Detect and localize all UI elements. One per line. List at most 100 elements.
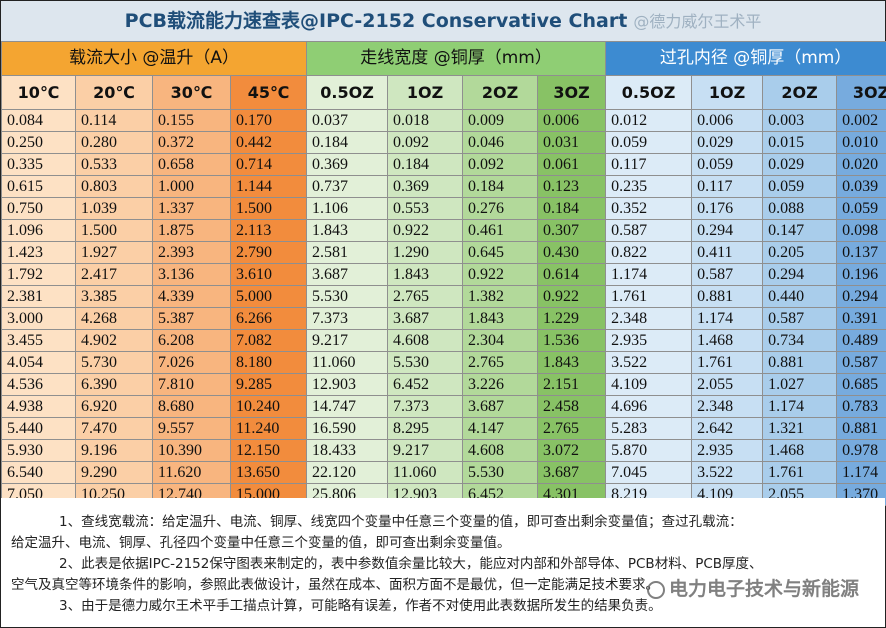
table-cell: 0.685 bbox=[836, 373, 886, 396]
note-line: 3、由于是德力威尔王术平手工描点计算，可能略有误差，作者不对使用此表数据所发生的… bbox=[59, 598, 662, 614]
table-row: 3.455 4.902 6.208 7.082 9.217 4.608 2.304 1.536… bbox=[1, 329, 886, 352]
table-cell: 1.174 bbox=[691, 307, 764, 330]
table-cell: 0.553 bbox=[387, 197, 464, 220]
table-cell: 5.000 bbox=[229, 285, 308, 308]
table-cell: 1.106 bbox=[306, 197, 389, 220]
wechat-logo-icon bbox=[646, 580, 665, 599]
table-cell: 0.155 bbox=[152, 109, 231, 132]
table-cell: 11.240 bbox=[229, 417, 308, 440]
current-capacity-table: 载流大小 @温升（A） 走线宽度 @铜厚（mm） 过孔内径 @铜厚（mm） 10… bbox=[0, 41, 886, 506]
table-row: 1.423 1.927 2.393 2.790 2.581 1.290 0.645 0.430… bbox=[1, 241, 886, 264]
table-cell: 7.045 bbox=[605, 461, 693, 484]
table-cell: 0.170 bbox=[229, 109, 308, 132]
column-header: 2OZ bbox=[462, 75, 539, 110]
table-cell: 3.687 bbox=[537, 461, 607, 484]
table-cell: 9.285 bbox=[229, 373, 308, 396]
table-cell: 2.935 bbox=[605, 329, 693, 352]
table-row: 1.096 1.500 1.875 2.113 1.843 0.922 0.461 0.307… bbox=[1, 219, 886, 242]
table-cell: 0.117 bbox=[605, 153, 693, 176]
table-cell: 2.393 bbox=[152, 241, 231, 264]
table-cell: 0.587 bbox=[762, 307, 838, 330]
table-cell: 0.117 bbox=[691, 175, 764, 198]
table-cell: 6.920 bbox=[75, 395, 153, 418]
table-cell: 2.113 bbox=[229, 219, 308, 242]
table-cell: 7.373 bbox=[387, 395, 464, 418]
table-cell: 1.468 bbox=[762, 439, 838, 462]
table-cell: 0.147 bbox=[762, 219, 838, 242]
table-cell: 4.339 bbox=[152, 285, 231, 308]
table-cell: 1.761 bbox=[605, 285, 693, 308]
table-cell: 5.440 bbox=[1, 417, 76, 440]
table-cell: 1.000 bbox=[152, 175, 231, 198]
table-row: 0.084 0.114 0.155 0.170 0.037 0.018 0.009 0.006… bbox=[1, 109, 886, 132]
table-cell: 9.557 bbox=[152, 417, 231, 440]
table-cell: 1.039 bbox=[75, 197, 153, 220]
table-cell: 1.229 bbox=[537, 307, 607, 330]
table-cell: 6.390 bbox=[75, 373, 153, 396]
table-cell: 0.235 bbox=[605, 175, 693, 198]
table-cell: 2.790 bbox=[229, 241, 308, 264]
column-header: 30℃ bbox=[152, 75, 231, 110]
column-header-row: 10℃ 20℃ 30℃ 45℃ 0.5OZ 1OZ 2OZ 3OZ 0.5OZ 1OZ 2OZ 3OZ bbox=[1, 75, 886, 110]
table-cell: 0.276 bbox=[462, 197, 539, 220]
table-cell: 0.803 bbox=[75, 175, 153, 198]
table-cell: 0.084 bbox=[1, 109, 76, 132]
table-cell: 0.002 bbox=[836, 109, 886, 132]
table-cell: 2.304 bbox=[462, 329, 539, 352]
table-row: 5.930 9.196 10.390 12.150 18.433 9.217 4.608 3.… bbox=[1, 439, 886, 462]
table-cell: 4.902 bbox=[75, 329, 153, 352]
table-cell: 2.765 bbox=[537, 417, 607, 440]
table-cell: 0.750 bbox=[1, 197, 76, 220]
table-cell: 1.096 bbox=[1, 219, 76, 242]
table-cell: 5.930 bbox=[1, 439, 76, 462]
table-cell: 6.452 bbox=[387, 373, 464, 396]
table-cell: 13.650 bbox=[229, 461, 308, 484]
table-cell: 5.530 bbox=[387, 351, 464, 374]
table-cell: 0.006 bbox=[537, 109, 607, 132]
table-cell: 1.321 bbox=[762, 417, 838, 440]
table-cell: 2.458 bbox=[537, 395, 607, 418]
note-line: 1、查线宽载流：给定温升、电流、铜厚、线宽四个变量中任意三个变量的值，即可查出剩… bbox=[59, 514, 743, 530]
table-cell: 5.283 bbox=[605, 417, 693, 440]
table-cell: 0.645 bbox=[462, 241, 539, 264]
table-cell: 1.174 bbox=[836, 461, 886, 484]
table-cell: 1.423 bbox=[1, 241, 76, 264]
table-cell: 3.136 bbox=[152, 263, 231, 286]
table-cell: 0.009 bbox=[462, 109, 539, 132]
table-cell: 0.737 bbox=[306, 175, 389, 198]
table-cell: 10.390 bbox=[152, 439, 231, 462]
group-header-row: 载流大小 @温升（A） 走线宽度 @铜厚（mm） 过孔内径 @铜厚（mm） bbox=[0, 41, 886, 76]
table-cell: 0.369 bbox=[306, 153, 389, 176]
table-cell: 1.843 bbox=[462, 307, 539, 330]
table-cell: 0.430 bbox=[537, 241, 607, 264]
table-cell: 0.881 bbox=[762, 351, 838, 374]
table-cell: 0.092 bbox=[387, 131, 464, 154]
table-cell: 0.015 bbox=[762, 131, 838, 154]
table-row: 0.250 0.280 0.372 0.442 0.184 0.092 0.046 0.031… bbox=[1, 131, 886, 154]
table-cell: 2.381 bbox=[1, 285, 76, 308]
table-cell: 0.059 bbox=[762, 175, 838, 198]
table-cell: 22.120 bbox=[306, 461, 389, 484]
column-header: 2OZ bbox=[762, 75, 838, 110]
table-cell: 6.208 bbox=[152, 329, 231, 352]
table-cell: 0.184 bbox=[537, 197, 607, 220]
table-cell: 12.150 bbox=[229, 439, 308, 462]
group-header-trace-width: 走线宽度 @铜厚（mm） bbox=[306, 41, 607, 76]
table-cell: 0.039 bbox=[836, 175, 886, 198]
table-cell: 9.196 bbox=[75, 439, 153, 462]
table-cell: 0.012 bbox=[605, 109, 693, 132]
table-cell: 12.903 bbox=[306, 373, 389, 396]
table-cell: 3.072 bbox=[537, 439, 607, 462]
table-cell: 7.373 bbox=[306, 307, 389, 330]
column-header: 10℃ bbox=[1, 75, 76, 110]
table-cell: 0.978 bbox=[836, 439, 886, 462]
table-cell: 2.642 bbox=[691, 417, 764, 440]
table-cell: 2.935 bbox=[691, 439, 764, 462]
table-cell: 1.875 bbox=[152, 219, 231, 242]
table-row: 0.750 1.039 1.337 1.500 1.106 0.553 0.276 0.184… bbox=[1, 197, 886, 220]
table-cell: 11.620 bbox=[152, 461, 231, 484]
table-cell: 18.433 bbox=[306, 439, 389, 462]
table-cell: 8.680 bbox=[152, 395, 231, 418]
table-cell: 3.455 bbox=[1, 329, 76, 352]
